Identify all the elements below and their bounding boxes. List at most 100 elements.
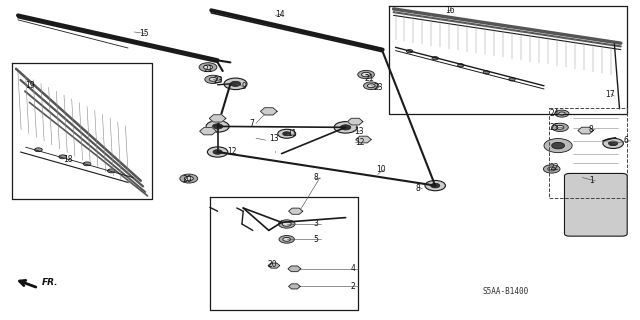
Text: 11: 11 bbox=[287, 129, 296, 138]
Circle shape bbox=[406, 50, 413, 53]
Polygon shape bbox=[209, 115, 226, 122]
Text: 14: 14 bbox=[275, 10, 285, 19]
Circle shape bbox=[603, 138, 623, 148]
Text: 4: 4 bbox=[351, 264, 356, 273]
Circle shape bbox=[543, 165, 560, 173]
Polygon shape bbox=[578, 127, 593, 134]
Text: 17: 17 bbox=[605, 90, 614, 99]
Text: 1: 1 bbox=[589, 176, 593, 185]
Circle shape bbox=[292, 209, 300, 213]
Circle shape bbox=[431, 183, 440, 188]
Circle shape bbox=[292, 285, 298, 288]
Text: 21: 21 bbox=[365, 74, 374, 83]
Polygon shape bbox=[356, 136, 371, 143]
Circle shape bbox=[224, 78, 247, 90]
Circle shape bbox=[279, 236, 294, 243]
Circle shape bbox=[214, 116, 221, 120]
Text: 12: 12 bbox=[355, 138, 365, 147]
Text: 13: 13 bbox=[269, 134, 278, 143]
Circle shape bbox=[108, 169, 115, 173]
Circle shape bbox=[556, 125, 564, 129]
Circle shape bbox=[278, 220, 295, 228]
Circle shape bbox=[367, 84, 375, 88]
Circle shape bbox=[207, 147, 228, 157]
Polygon shape bbox=[200, 128, 216, 135]
Text: 8: 8 bbox=[589, 125, 593, 134]
Circle shape bbox=[206, 121, 229, 132]
Text: 24: 24 bbox=[549, 109, 559, 118]
Circle shape bbox=[509, 78, 515, 81]
Polygon shape bbox=[289, 208, 303, 214]
Circle shape bbox=[283, 237, 291, 241]
Text: 6: 6 bbox=[624, 136, 629, 145]
Text: 20: 20 bbox=[182, 175, 192, 184]
Circle shape bbox=[351, 120, 359, 124]
Text: 8: 8 bbox=[314, 173, 318, 182]
Circle shape bbox=[609, 141, 618, 146]
Circle shape bbox=[334, 122, 357, 133]
Polygon shape bbox=[348, 118, 363, 125]
Circle shape bbox=[184, 176, 193, 181]
Circle shape bbox=[364, 82, 379, 90]
Text: 18: 18 bbox=[63, 156, 72, 164]
Circle shape bbox=[548, 167, 556, 171]
Circle shape bbox=[204, 65, 212, 69]
Circle shape bbox=[552, 123, 568, 132]
Circle shape bbox=[265, 109, 273, 113]
Circle shape bbox=[205, 75, 221, 84]
Circle shape bbox=[180, 174, 198, 183]
Circle shape bbox=[271, 264, 277, 267]
Text: 20: 20 bbox=[268, 260, 277, 269]
Circle shape bbox=[425, 180, 445, 191]
Circle shape bbox=[544, 139, 572, 153]
Text: 23: 23 bbox=[373, 83, 383, 92]
Text: 16: 16 bbox=[445, 6, 454, 15]
Circle shape bbox=[278, 129, 296, 138]
Polygon shape bbox=[288, 266, 301, 272]
Circle shape bbox=[283, 132, 291, 136]
Text: 13: 13 bbox=[354, 127, 364, 136]
Circle shape bbox=[483, 71, 490, 74]
Circle shape bbox=[59, 155, 67, 159]
Circle shape bbox=[582, 129, 589, 132]
Text: 3: 3 bbox=[314, 220, 319, 228]
Circle shape bbox=[230, 81, 241, 86]
Text: 5: 5 bbox=[314, 235, 319, 244]
Circle shape bbox=[340, 125, 351, 130]
Text: 12: 12 bbox=[227, 147, 237, 156]
Text: FR.: FR. bbox=[42, 278, 58, 287]
Circle shape bbox=[35, 148, 42, 152]
Circle shape bbox=[362, 72, 371, 77]
Polygon shape bbox=[260, 108, 277, 115]
Text: 7: 7 bbox=[250, 119, 255, 128]
Circle shape bbox=[209, 77, 217, 81]
Circle shape bbox=[555, 110, 569, 117]
Circle shape bbox=[291, 267, 298, 270]
Text: 21: 21 bbox=[204, 65, 213, 74]
Text: 2: 2 bbox=[351, 282, 355, 291]
Text: 23: 23 bbox=[213, 76, 223, 85]
Circle shape bbox=[432, 57, 438, 60]
Text: 22: 22 bbox=[549, 164, 559, 172]
Text: 19: 19 bbox=[26, 81, 35, 90]
Circle shape bbox=[552, 142, 564, 149]
Polygon shape bbox=[268, 263, 280, 268]
Polygon shape bbox=[289, 284, 300, 289]
Circle shape bbox=[199, 63, 217, 72]
Circle shape bbox=[204, 129, 212, 133]
Circle shape bbox=[282, 222, 291, 226]
Circle shape bbox=[458, 64, 464, 67]
Text: 15: 15 bbox=[140, 29, 149, 38]
Text: 9: 9 bbox=[242, 82, 247, 91]
FancyBboxPatch shape bbox=[564, 173, 627, 236]
Text: 8: 8 bbox=[416, 184, 420, 193]
Text: S5AA-B1400: S5AA-B1400 bbox=[483, 287, 529, 296]
Circle shape bbox=[83, 162, 91, 166]
Circle shape bbox=[213, 150, 222, 154]
Circle shape bbox=[360, 138, 367, 141]
Text: 25: 25 bbox=[549, 123, 559, 132]
Circle shape bbox=[212, 124, 223, 129]
Circle shape bbox=[358, 70, 374, 79]
Text: 10: 10 bbox=[376, 165, 386, 174]
Circle shape bbox=[559, 112, 565, 115]
